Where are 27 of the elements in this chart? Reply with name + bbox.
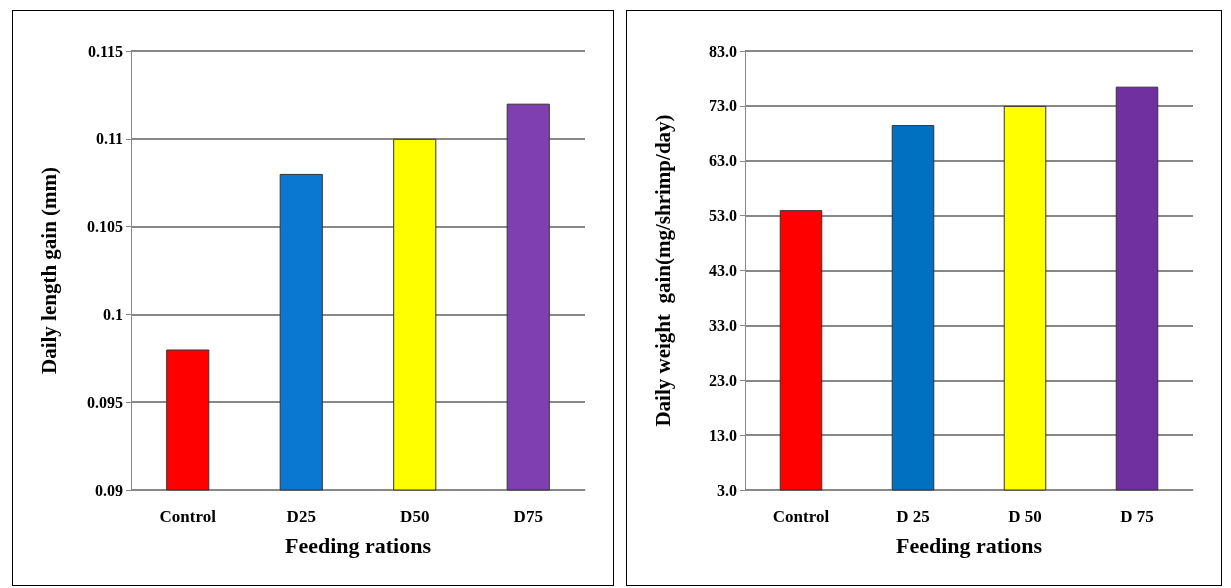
x-axis-title: Feeding rations [284, 532, 432, 558]
y-tick-label: 0.09 [95, 481, 123, 499]
y-tick-label: 43.0 [709, 262, 737, 279]
y-tick-label: 83.0 [709, 42, 737, 60]
x-tick-label: D 25 [896, 507, 930, 526]
y-tick-label: 0.095 [87, 393, 123, 411]
y-tick-label: 3.0 [717, 481, 737, 499]
x-tick-label: D25 [286, 507, 316, 526]
y-tick-label: 33.0 [709, 316, 737, 334]
y-tick-label: 0.11 [95, 130, 123, 148]
x-tick-label: Control [159, 507, 217, 526]
y-tick-label: 73.0 [709, 97, 737, 115]
x-axis-title: Feeding rations [895, 532, 1043, 558]
x-tick-label: D50 [400, 507, 430, 526]
x-tick-label: Control [772, 507, 830, 526]
y-tick-label: 23.0 [709, 371, 737, 389]
x-tick-label: D 50 [1008, 507, 1042, 526]
y-tick-label: 63.0 [709, 152, 737, 170]
y-axis-title: Daily weight gain(mg/shrimp/day) [650, 114, 675, 427]
y-axis-title: Daily length gain (mm) [36, 166, 61, 375]
x-tick-label: D 75 [1120, 507, 1154, 526]
y-tick-label: 0.115 [87, 42, 123, 60]
x-tick-label: D75 [513, 507, 543, 526]
y-tick-label: 0.105 [87, 218, 123, 236]
y-tick-label: 0.1 [103, 305, 123, 323]
y-tick-label: 13.0 [709, 426, 737, 444]
y-tick-label: 53.0 [709, 207, 737, 225]
